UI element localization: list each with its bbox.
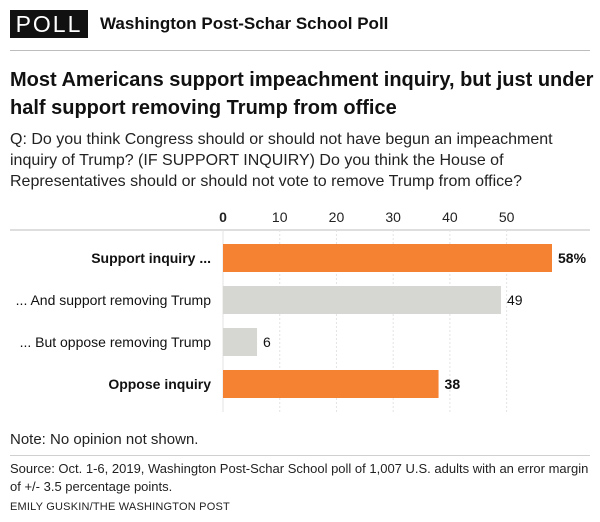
footer-divider <box>10 455 590 456</box>
credit-text: EMILY GUSKIN/THE WASHINGTON POST <box>10 501 230 513</box>
x-tick-label: 40 <box>442 209 458 225</box>
value-label: 58% <box>558 250 587 266</box>
x-tick-label: 50 <box>499 209 515 225</box>
header-divider <box>10 50 590 51</box>
poll-name: Washington Post-Schar School Poll <box>100 14 389 33</box>
x-tick-label: 10 <box>272 209 288 225</box>
poll-badge: POLL <box>10 10 88 38</box>
x-tick-label: 30 <box>385 209 401 225</box>
category-label: Oppose inquiry <box>108 376 211 392</box>
value-label: 49 <box>507 292 523 308</box>
bar <box>223 370 439 398</box>
value-label: 6 <box>263 334 271 350</box>
value-label: 38 <box>445 376 461 392</box>
bar <box>223 328 258 356</box>
chart-title: Most Americans support impeachment inqui… <box>10 69 594 119</box>
x-tick-label: 0 <box>219 209 227 225</box>
bar-chart: 0 10 20 30 40 50 Support inquiry ... 58% ... And… <box>10 209 590 412</box>
survey-question: Q: Do you think Congress should or shoul… <box>10 131 553 190</box>
bar <box>223 286 501 314</box>
category-label: ... And support removing Trump <box>16 292 212 308</box>
category-label: Support inquiry ... <box>91 250 211 266</box>
chart-note: Note: No opinion not shown. <box>10 431 199 448</box>
source-text: Source: Oct. 1-6, 2019, Washington Post-… <box>10 461 589 494</box>
category-label: ... But oppose removing Trump <box>20 334 212 350</box>
x-tick-label: 20 <box>329 209 345 225</box>
bar <box>223 244 552 272</box>
